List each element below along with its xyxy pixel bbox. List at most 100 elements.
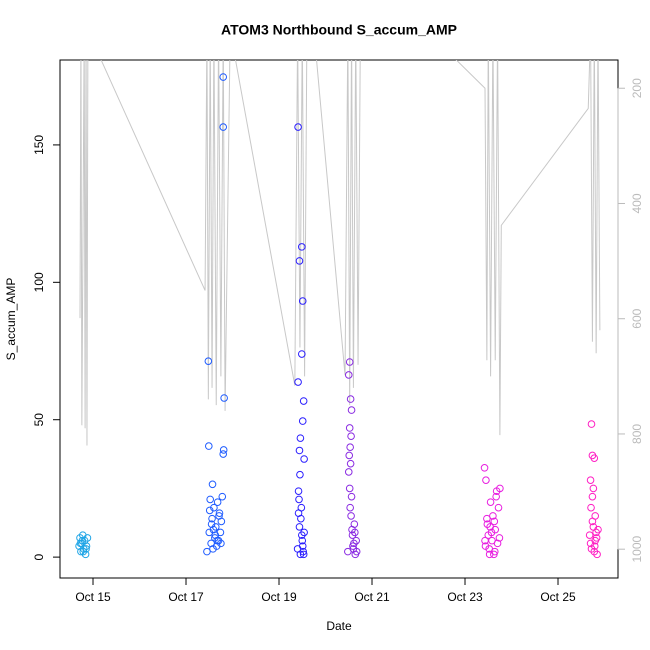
line-series: [79, 60, 601, 446]
scatter-point: [347, 432, 355, 441]
scatter-point: [586, 476, 595, 484]
scatter-point: [296, 434, 305, 442]
scatter-point: [481, 536, 489, 545]
scatter-point: [589, 484, 598, 493]
y2-tick-label: 200: [630, 78, 644, 98]
scatter-point: [346, 443, 354, 451]
y-axis-title: S_accum_AMP: [4, 278, 18, 361]
scatter-point: [487, 528, 496, 537]
scatter-point: [298, 542, 307, 550]
scatter-point: [590, 547, 599, 556]
scatter-point: [298, 297, 307, 305]
scatter-point: [347, 512, 355, 520]
scatter-point: [205, 442, 213, 450]
scatter-point: [590, 454, 599, 462]
scatter-point: [208, 514, 216, 523]
scatter-point: [208, 480, 217, 489]
scatter-point: [294, 487, 303, 495]
scatter-point: [295, 523, 304, 531]
scatter-point: [347, 492, 356, 501]
x-tick-label: Oct 17: [168, 590, 204, 604]
scatter-point: [490, 517, 499, 526]
scatter-point: [346, 459, 355, 468]
scatter-point: [344, 371, 353, 379]
y-tick-label: 0: [32, 553, 46, 560]
scatter-point: [480, 464, 489, 472]
scatter-point: [298, 536, 307, 545]
scatter-point: [345, 484, 354, 493]
scatter-point: [592, 528, 600, 537]
y-tick-label: 150: [32, 135, 46, 155]
scatter-point: [209, 525, 218, 534]
scatter-point: [489, 512, 497, 520]
scatter-point: [494, 503, 503, 512]
scatter-point: [345, 358, 354, 366]
scatter-point: [294, 123, 302, 131]
scatter-point: [295, 257, 304, 265]
scatter-point: [587, 503, 595, 512]
scatter-point: [213, 498, 222, 506]
scatter-point: [300, 455, 308, 463]
scatter-point: [219, 446, 228, 454]
scatter-point: [346, 503, 354, 512]
y-tick-label: 50: [32, 413, 46, 427]
scatter-point: [294, 378, 302, 386]
chart-title: ATOM3 Northbound S_accum_AMP: [221, 22, 457, 38]
scatter-point: [347, 406, 356, 414]
scatter-point: [218, 492, 227, 501]
scatter-point: [299, 550, 308, 559]
scatter-point: [207, 520, 216, 528]
scatter-point: [344, 547, 352, 556]
scatter-point: [298, 531, 306, 539]
scatter-point: [298, 350, 306, 358]
scatter-point: [295, 495, 303, 504]
scatter-point: [482, 476, 490, 484]
y2-tick-label: 400: [630, 193, 644, 213]
scatter-point: [495, 534, 504, 542]
scatter-point: [587, 420, 596, 428]
scatter-point: [492, 492, 500, 501]
scatter-point: [588, 492, 597, 501]
y-tick-label: 100: [32, 272, 46, 292]
x-axis-title: Date: [326, 619, 352, 633]
scatter-point: [585, 531, 594, 539]
plot-frame: [59, 59, 619, 579]
scatter-point: [205, 506, 214, 515]
scatter-point: [496, 484, 504, 493]
scatter-point: [215, 512, 223, 520]
scatter-point: [486, 523, 494, 531]
plot-area: [75, 60, 602, 559]
scatter-point: [483, 514, 491, 523]
scatter-point: [345, 424, 354, 432]
scatter-point: [219, 123, 228, 131]
scatter-point: [220, 394, 228, 402]
scatter-point: [352, 547, 361, 556]
scatter-point: [211, 531, 220, 539]
x-tick-label: Oct 19: [261, 590, 297, 604]
x-tick-label: Oct 21: [354, 590, 390, 604]
scatter-point: [296, 470, 304, 479]
scatter-point: [82, 542, 91, 550]
scatter-point: [203, 547, 211, 556]
scatter-point: [592, 534, 601, 542]
scatter-point: [204, 357, 213, 365]
scatter-point: [299, 547, 307, 556]
scatter-point: [350, 539, 358, 548]
scatter-point: [493, 539, 502, 548]
scatter-point: [294, 509, 303, 517]
scatter-point: [217, 539, 225, 548]
scatter-point: [219, 450, 228, 458]
scatter-point: [206, 495, 214, 504]
scatter-point: [481, 542, 490, 550]
scatter-point: [298, 243, 306, 251]
y2-tick-label: 600: [630, 308, 644, 328]
scatter-point: [485, 550, 494, 559]
scatter-point: [299, 397, 308, 405]
scatter-point: [82, 545, 90, 553]
scatter-point: [295, 446, 304, 455]
scatter-point: [348, 525, 356, 534]
scatter-point: [298, 417, 307, 425]
scatter-point: [344, 468, 353, 476]
scatter-point: [345, 451, 354, 460]
